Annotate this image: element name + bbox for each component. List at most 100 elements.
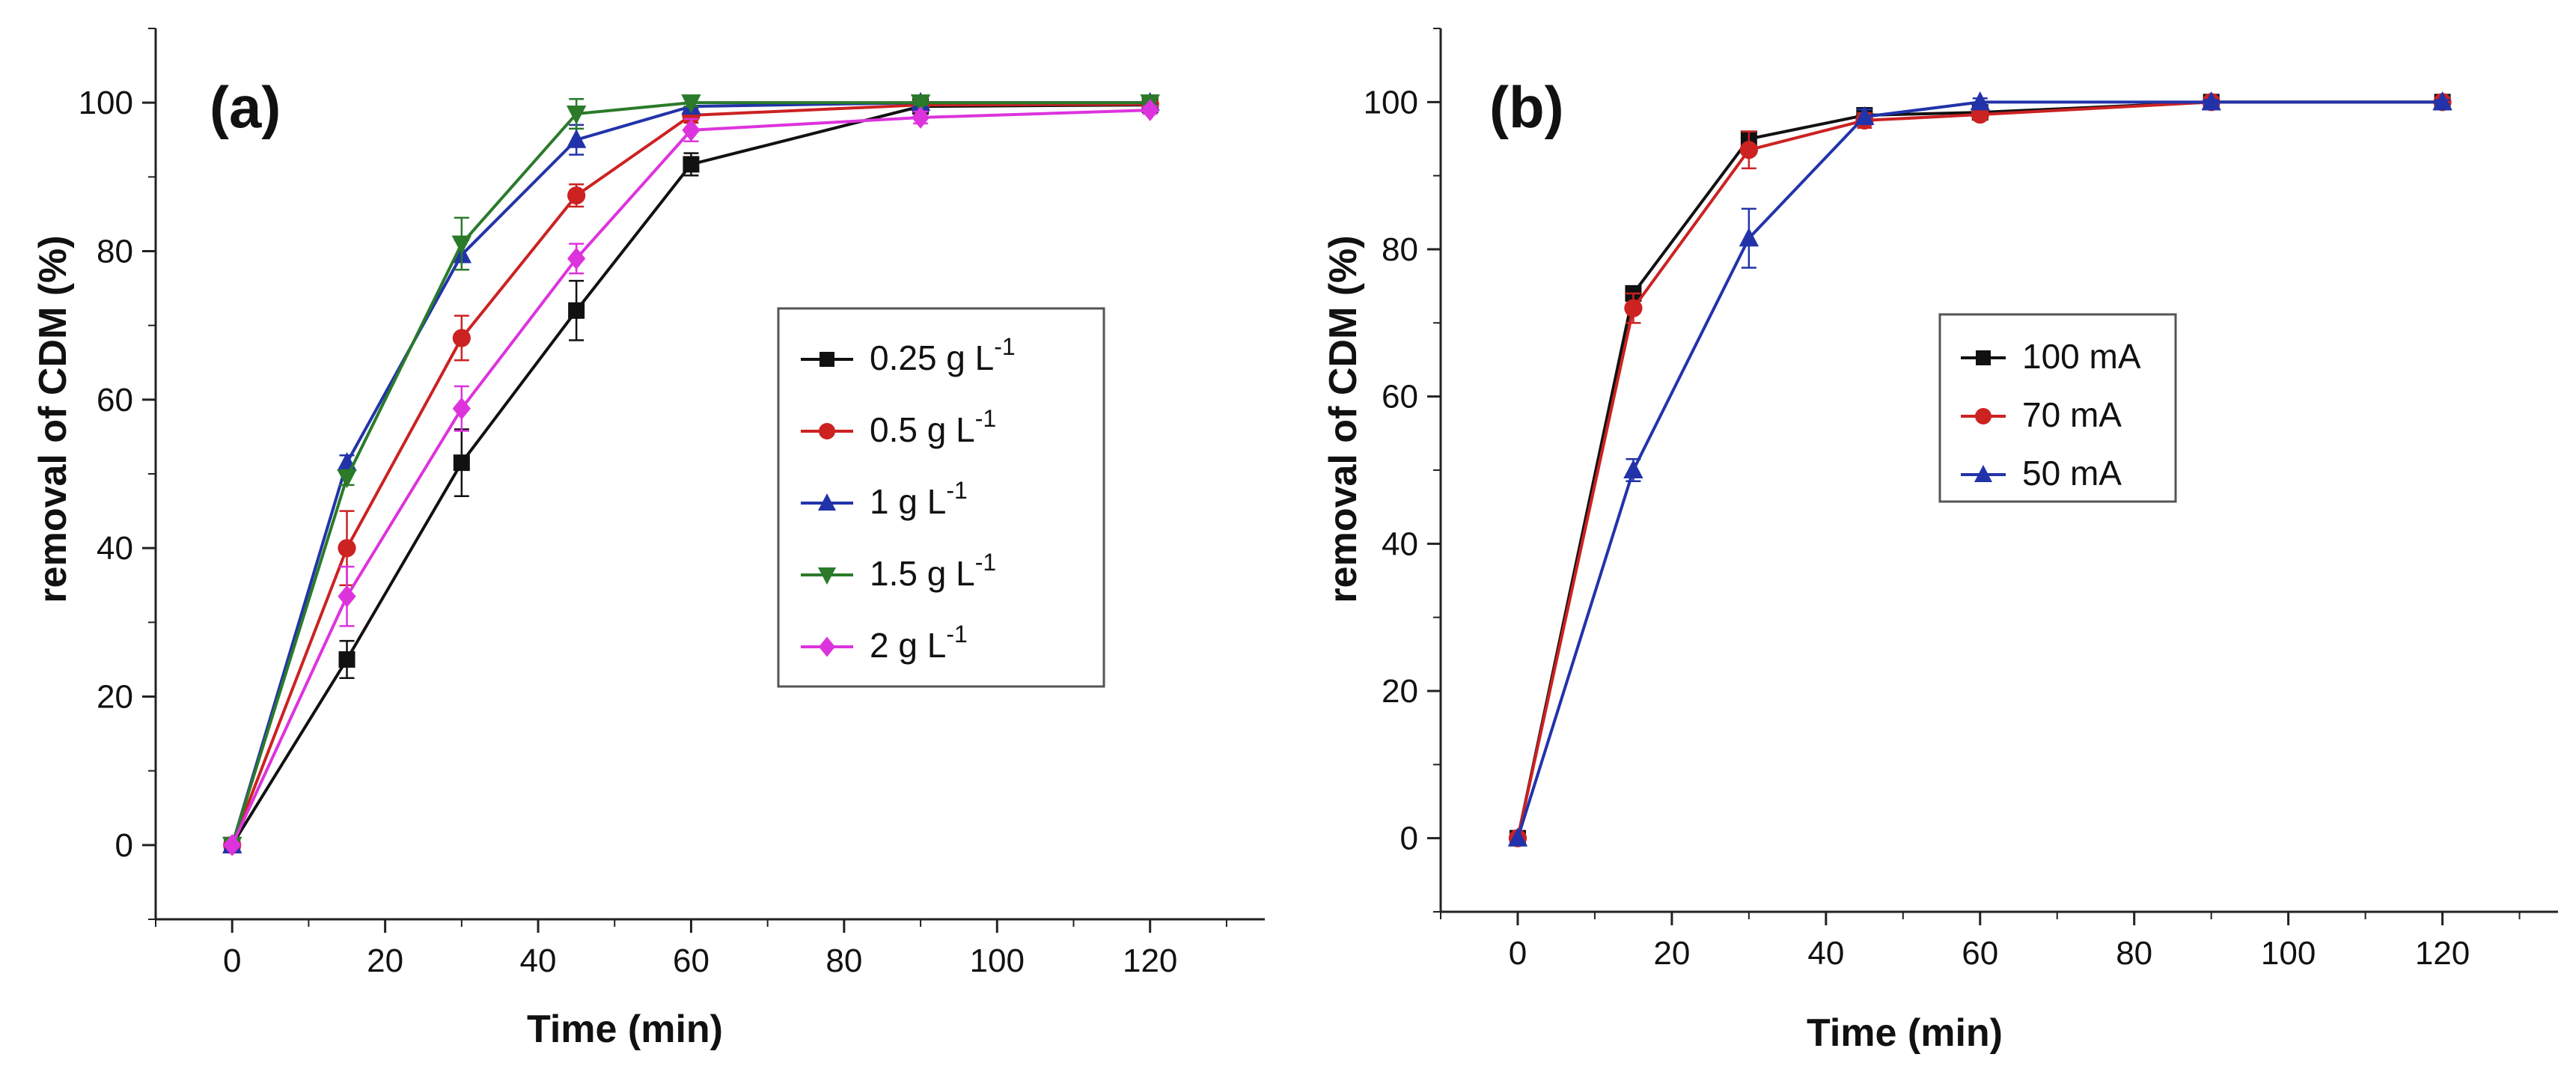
panel-a-data-point xyxy=(223,833,242,856)
panel-a-legend-superscript: -1 xyxy=(975,405,996,432)
panel-a-data-point xyxy=(683,156,700,173)
panel-b-x-axis-label: Time (min) xyxy=(1807,1011,2003,1055)
panel-a-data-point xyxy=(338,539,356,558)
panel-a-y-axis-label: removal of CDM (%) xyxy=(31,235,75,603)
panel-a-legend-entry: 2 g L-1 xyxy=(801,621,968,665)
panel-b-legend-label: 70 mA xyxy=(2022,395,2122,434)
panel-a-data-point xyxy=(566,129,587,148)
panel-a-legend-superscript: -1 xyxy=(975,549,996,576)
panel-b-x-tick-label: 100 xyxy=(2261,935,2316,972)
panel-b-x-tick-label: 80 xyxy=(2116,935,2152,972)
panel-a-legend-label: 2 g L-1 xyxy=(870,621,968,665)
panel-b-legend-label-text: 70 mA xyxy=(2022,395,2122,434)
panel-a-data-point xyxy=(337,469,357,489)
panel-a-legend: 0.25 g L-10.5 g L-11 g L-11.5 g L-12 g L… xyxy=(777,307,1105,688)
panel-a-y-tick-label: 20 xyxy=(97,679,133,716)
panel-a-data-point xyxy=(338,651,355,668)
panel-a-data-point xyxy=(567,247,586,270)
panel-a-series-4 xyxy=(223,99,1159,856)
panel-a-data-point xyxy=(1141,99,1159,121)
panel-b-x-tick-label: 40 xyxy=(1807,935,1844,972)
panel-b-data-point xyxy=(1970,91,1990,111)
panel-a-legend-entry: 1.5 g L-1 xyxy=(801,549,996,593)
panel-b-legend-marker xyxy=(1976,350,1991,365)
panel-a-legend-label-text: 0.5 g L xyxy=(870,410,975,449)
panel-a-x-tick-label: 120 xyxy=(1123,943,1177,979)
panel-b-legend-label: 50 mA xyxy=(2022,454,2122,493)
panel-b-data-point xyxy=(1623,459,1643,478)
panel-a-data-point xyxy=(452,397,471,420)
panel-a-x-axis-label: Time (min) xyxy=(527,1008,723,1051)
panel-a-legend-label-text: 2 g L xyxy=(870,626,946,665)
panel-b-y-axis-label: removal of CDM (%) xyxy=(1322,235,1365,603)
panel-b-y-tick-label: 80 xyxy=(1382,231,1418,268)
panel-a-data-point xyxy=(451,235,472,255)
panel-a-x-tick-label: 100 xyxy=(970,943,1025,979)
panel-a-data-point xyxy=(568,302,585,319)
panel-b-series-2 xyxy=(1507,91,2453,847)
panel-b-data-point xyxy=(1739,141,1758,159)
panel-b-data-point xyxy=(1507,827,1528,847)
panel-a-legend-label-text: 1 g L xyxy=(870,482,946,521)
panel-a-data-point xyxy=(452,329,471,347)
panel-a-legend-label: 0.5 g L-1 xyxy=(870,405,996,449)
panel-a-legend-entry: 0.5 g L-1 xyxy=(801,405,996,449)
panel-a-data-point xyxy=(911,106,930,129)
panel-b-y-tick-label: 20 xyxy=(1382,673,1418,710)
panel-b-legend-label-text: 50 mA xyxy=(2022,454,2122,493)
panel-a-legend-entry: 1 g L-1 xyxy=(801,477,968,521)
panel-b-y-tick-label: 40 xyxy=(1382,526,1418,562)
panel-a-x-tick-label: 20 xyxy=(367,943,403,979)
panel-b-x-tick-label: 120 xyxy=(2415,935,2470,972)
panel-a-legend-superscript: -1 xyxy=(946,477,967,504)
panel-a-data-point xyxy=(567,186,586,205)
panel-a-legend-box xyxy=(777,307,1105,688)
panel-b-data-point xyxy=(1739,227,1759,247)
panel-b-data-point xyxy=(2201,91,2221,111)
panel-b-x-tick-label: 60 xyxy=(1962,935,1998,972)
panel-a-label: (a) xyxy=(210,74,281,140)
panel-a-legend-marker xyxy=(818,493,836,511)
panel-b-legend-label-text: 100 mA xyxy=(2022,337,2141,376)
panel-a-legend-label-text: 0.25 g L xyxy=(870,338,994,377)
panel-a-data-point xyxy=(453,454,470,472)
panel-b-legend-label: 100 mA xyxy=(2022,337,2141,376)
panel-a-y-tick-label: 80 xyxy=(97,234,133,270)
panel-a-y-tick-label: 60 xyxy=(97,382,133,418)
panel-a-legend-label-text: 1.5 g L xyxy=(870,554,975,593)
panel-a-x-tick-label: 80 xyxy=(825,943,862,979)
panel-b-legend-box xyxy=(1938,313,2177,503)
panel-a-series xyxy=(222,91,1160,856)
panel-b-x-tick-label: 20 xyxy=(1653,935,1690,972)
panel-b-legend-entry: 100 mA xyxy=(1961,337,2141,376)
panel-b: 0 20 40 60 80 100 120 0 20 40 60 80 100 (b) Time (mi… xyxy=(1322,28,2558,1055)
panel-b-legend-entry: 50 mA xyxy=(1961,454,2122,493)
panel-a-y-tick-label: 0 xyxy=(115,827,133,864)
panel-b-y-tick-label: 60 xyxy=(1382,379,1418,415)
panel-a-legend-marker xyxy=(820,352,834,367)
panel-a: 0 20 40 60 80 100 120 0 20 40 60 80 100 (a) Time (mi… xyxy=(31,28,1265,1051)
panel-b-legend-entry: 70 mA xyxy=(1961,395,2122,434)
panel-a-series-3 xyxy=(222,94,1160,856)
panel-a-y-tick-label: 100 xyxy=(79,85,133,121)
panel-b-series xyxy=(1507,91,2453,847)
panel-b-y-tick-label: 100 xyxy=(1364,84,1418,121)
panel-b-legend-marker xyxy=(1974,465,1992,482)
panel-a-legend-label: 0.25 g L-1 xyxy=(870,333,1016,377)
panel-a-data-point xyxy=(682,119,701,141)
panel-a-ticks: 0 20 40 60 80 100 120 0 20 40 60 80 100 xyxy=(79,28,1227,979)
panel-a-x-tick-label: 40 xyxy=(520,943,557,979)
panel-b-legend: 100 mA 70 mA 50 mA xyxy=(1938,313,2177,503)
panel-b-y-tick-label: 0 xyxy=(1400,820,1418,857)
panel-a-legend-marker xyxy=(819,423,835,439)
panel-a-legend-marker xyxy=(819,636,835,657)
panel-a-legend-superscript: -1 xyxy=(946,621,967,648)
panel-a-legend-entry: 0.25 g L-1 xyxy=(801,333,1016,377)
panel-a-x-tick-label: 60 xyxy=(673,943,709,979)
panel-a-data-point xyxy=(338,585,356,608)
panel-b-data-point xyxy=(1624,299,1643,317)
panel-b-legend-marker xyxy=(1975,408,1991,424)
panel-b-data-point xyxy=(1855,106,1875,125)
panel-a-data-point xyxy=(681,94,701,114)
